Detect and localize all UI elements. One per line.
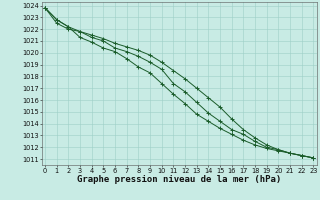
X-axis label: Graphe pression niveau de la mer (hPa): Graphe pression niveau de la mer (hPa) <box>77 175 281 184</box>
